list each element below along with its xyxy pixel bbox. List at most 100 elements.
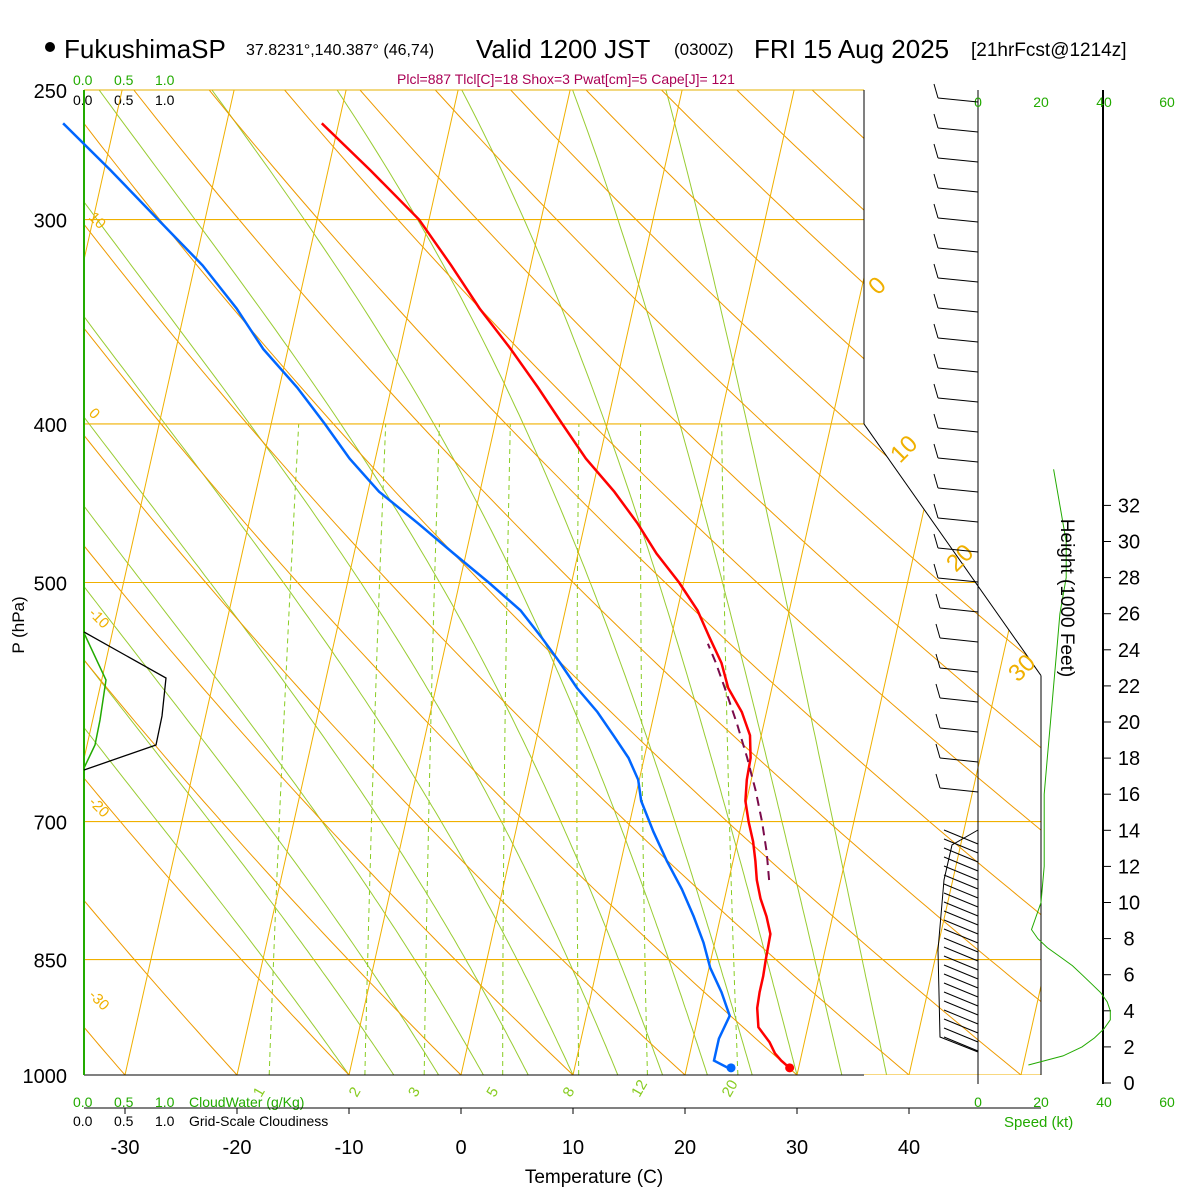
- wind-barb-dense: [943, 919, 979, 935]
- wind-barb-flag: [935, 773, 941, 789]
- dry-adiabat-100: [408, 90, 1041, 1075]
- wind-barb-dense-line: [943, 1000, 979, 1016]
- wind-barb-staff: [939, 637, 979, 643]
- height-label-18: 18: [1118, 748, 1140, 770]
- wind-barb-flag: [933, 503, 939, 519]
- station-name: FukushimaSP: [64, 34, 226, 64]
- x-tick-label--20: -20: [223, 1137, 252, 1159]
- cloudiness-tick-1-bottom: 0.5: [114, 1113, 134, 1129]
- wind-barb: [933, 473, 979, 493]
- wind-barb-dense: [943, 856, 979, 872]
- dry-adiabat--10: [84, 90, 383, 1075]
- wind-barb: [935, 773, 979, 793]
- wind-barb-dense-line: [943, 874, 979, 890]
- dry-adiabat-160: [855, 90, 1041, 1075]
- wind-barb: [933, 503, 979, 523]
- wind-barb-dense-line: [943, 973, 979, 989]
- pressure-label-1000: 1000: [23, 1066, 68, 1088]
- isotherm-label-right-0: 0: [863, 272, 892, 301]
- mixing-ratio-label-5: 5: [483, 1084, 502, 1100]
- wind-barb-flag: [933, 383, 939, 399]
- cloudiness-curve: [83, 631, 167, 771]
- wind-barb-flag: [935, 683, 941, 699]
- wind-barb-flag: [933, 473, 939, 489]
- dry-adiabats: [84, 90, 1041, 1075]
- station-coords: 37.8231°,140.387° (46,74): [246, 42, 434, 59]
- wind-barb-staff: [939, 727, 979, 733]
- mixing-ratio-label-2: 2: [346, 1084, 365, 1100]
- cloudwater-label: CloudWater (g/Kg): [189, 1094, 304, 1110]
- wind-barb-staff: [937, 127, 979, 133]
- height-label-16: 16: [1118, 784, 1140, 806]
- cloud-profile: [83, 631, 167, 771]
- wind-barb-staff: [939, 667, 979, 673]
- wind-barb: [933, 293, 979, 313]
- wind-barb-dense: [943, 1018, 979, 1034]
- wind-barb-flag: [933, 203, 939, 219]
- y-axis-title: P (hPa): [9, 596, 28, 653]
- wind-barb: [933, 203, 979, 223]
- wind-barb-dense-line: [943, 946, 979, 962]
- wind-barb-staff: [937, 337, 979, 343]
- wind-barb: [935, 593, 979, 613]
- pressure-label-500: 500: [34, 574, 67, 596]
- dry-adiabat-40: [84, 90, 951, 1075]
- wind-barb-dense-line: [943, 1018, 979, 1034]
- wind-speed-tick-top-0: 0: [974, 94, 982, 110]
- wind-barb: [933, 263, 979, 283]
- mixing-ratio-label-3: 3: [405, 1084, 424, 1100]
- wind-barb-staff: [937, 547, 979, 553]
- moist-adiabat-2: [84, 90, 504, 1075]
- dry-adiabat-60: [110, 90, 1041, 1075]
- height-label-32: 32: [1118, 495, 1140, 517]
- wind-barb-staff: [937, 187, 979, 193]
- wind-barb-flag: [933, 173, 939, 189]
- dry-adiabat-110: [483, 90, 1041, 1075]
- wind-barb: [933, 143, 979, 163]
- cloudwater-tick-2-bottom: 1.0: [155, 1094, 175, 1110]
- wind-panel: 0246810121416182022242628303200202040406…: [933, 83, 1175, 1110]
- wind-barb-staff: [937, 487, 979, 493]
- wind-barb-flag: [933, 143, 939, 159]
- moist-adiabat-22: [190, 90, 720, 1075]
- pressure-label-250: 250: [34, 81, 67, 103]
- height-label-22: 22: [1118, 676, 1140, 698]
- moist-adiabat-18: [84, 90, 676, 1075]
- wind-barb-flag: [935, 623, 941, 639]
- wind-barb-flag: [933, 323, 939, 339]
- wind-barb: [933, 233, 979, 253]
- wind-barb-dense-line: [943, 1036, 979, 1052]
- wind-barb: [935, 683, 979, 703]
- mixing-ratio-label-8: 8: [559, 1084, 578, 1100]
- x-tick-label--10: -10: [335, 1137, 364, 1159]
- cloudwater-tick-1-bottom: 0.5: [114, 1094, 134, 1110]
- isotherm-label--10: -10: [85, 605, 112, 632]
- moist-adiabat-10: [84, 90, 590, 1075]
- wind-barb-dense: [943, 874, 979, 890]
- wind-speed-axis-title: Speed (kt): [1004, 1114, 1073, 1131]
- height-label-2: 2: [1123, 1037, 1134, 1059]
- isotherm--50: [84, 90, 123, 1075]
- isotherm-label--30: -30: [85, 987, 112, 1014]
- wind-barb-flag: [933, 263, 939, 279]
- isotherm-label-right-20: 20: [941, 539, 979, 577]
- moist-adiabat--6: [84, 90, 418, 1075]
- height-label-30: 30: [1118, 532, 1140, 554]
- cloudwater-tick-0-bottom: 0.0: [73, 1094, 93, 1110]
- wind-barb-flag: [933, 443, 939, 459]
- wind-speed-tick-bottom-40: 40: [1096, 1094, 1112, 1110]
- wind-barb-flag: [933, 293, 939, 309]
- x-tick-label-40: 40: [898, 1137, 920, 1159]
- wind-barb-dense: [943, 982, 979, 998]
- dry-adiabat-30: [84, 90, 838, 1075]
- pressure-label-850: 850: [34, 951, 67, 973]
- height-label-24: 24: [1118, 640, 1140, 662]
- pressure-label-400: 400: [34, 415, 67, 437]
- dry-adiabat-130: [632, 90, 1041, 1075]
- wind-barb-dense: [943, 829, 979, 845]
- wind-barb-dense-line: [943, 829, 979, 845]
- wind-barb-staff: [937, 427, 979, 433]
- wind-barb-staff: [937, 157, 979, 163]
